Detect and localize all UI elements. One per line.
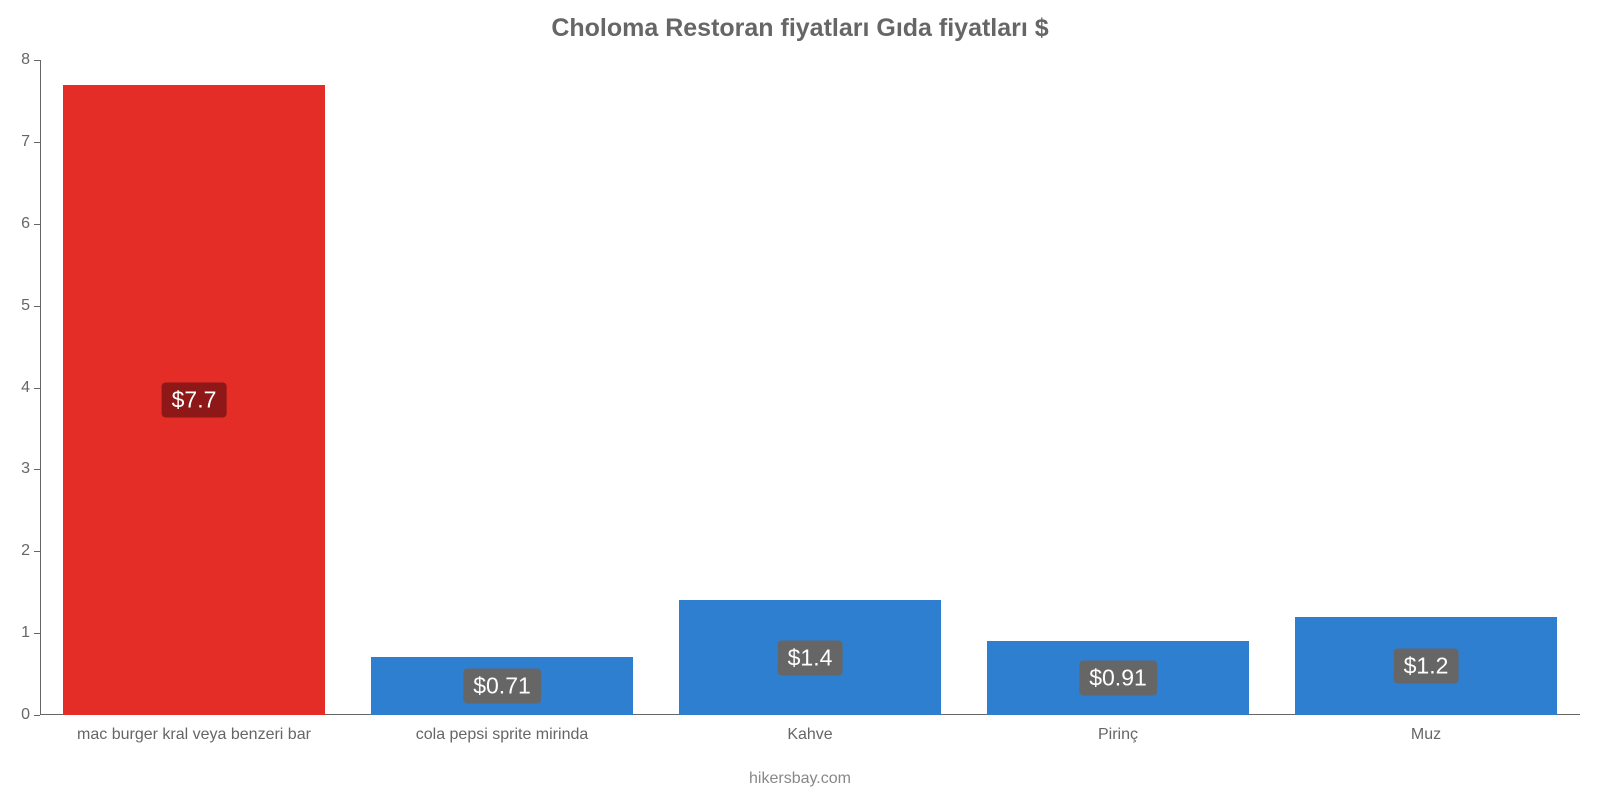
category-label: cola pepsi sprite mirinda	[352, 725, 652, 744]
category-label: mac burger kral veya benzeri bar	[44, 725, 344, 744]
category-label: Pirinç	[968, 725, 1268, 744]
bar-value-label: $0.91	[1079, 660, 1157, 695]
bar-value-label: $1.2	[1394, 648, 1459, 683]
plot-area: 012345678$7.7mac burger kral veya benzer…	[40, 60, 1580, 715]
y-tick	[34, 469, 40, 470]
y-tick	[34, 142, 40, 143]
y-tick-label: 4	[4, 379, 30, 397]
y-tick	[34, 60, 40, 61]
chart-source: hikersbay.com	[0, 770, 1600, 788]
y-tick	[34, 388, 40, 389]
bar-value-label: $1.4	[778, 640, 843, 675]
y-axis	[40, 60, 41, 715]
y-tick-label: 7	[4, 133, 30, 151]
bar-value-label: $0.71	[463, 668, 541, 703]
y-tick-label: 6	[4, 215, 30, 233]
category-label: Muz	[1276, 725, 1576, 744]
y-tick-label: 8	[4, 51, 30, 69]
category-label: Kahve	[660, 725, 960, 744]
y-tick-label: 1	[4, 624, 30, 642]
y-tick	[34, 306, 40, 307]
bar-value-label: $7.7	[162, 382, 227, 417]
y-tick	[34, 224, 40, 225]
y-tick-label: 0	[4, 706, 30, 724]
y-tick	[34, 715, 40, 716]
y-tick-label: 3	[4, 460, 30, 478]
y-tick-label: 5	[4, 297, 30, 315]
chart-title: Choloma Restoran fiyatları Gıda fiyatlar…	[0, 14, 1600, 43]
y-tick	[34, 633, 40, 634]
y-tick	[34, 551, 40, 552]
price-bar-chart: Choloma Restoran fiyatları Gıda fiyatlar…	[0, 0, 1600, 800]
y-tick-label: 2	[4, 542, 30, 560]
